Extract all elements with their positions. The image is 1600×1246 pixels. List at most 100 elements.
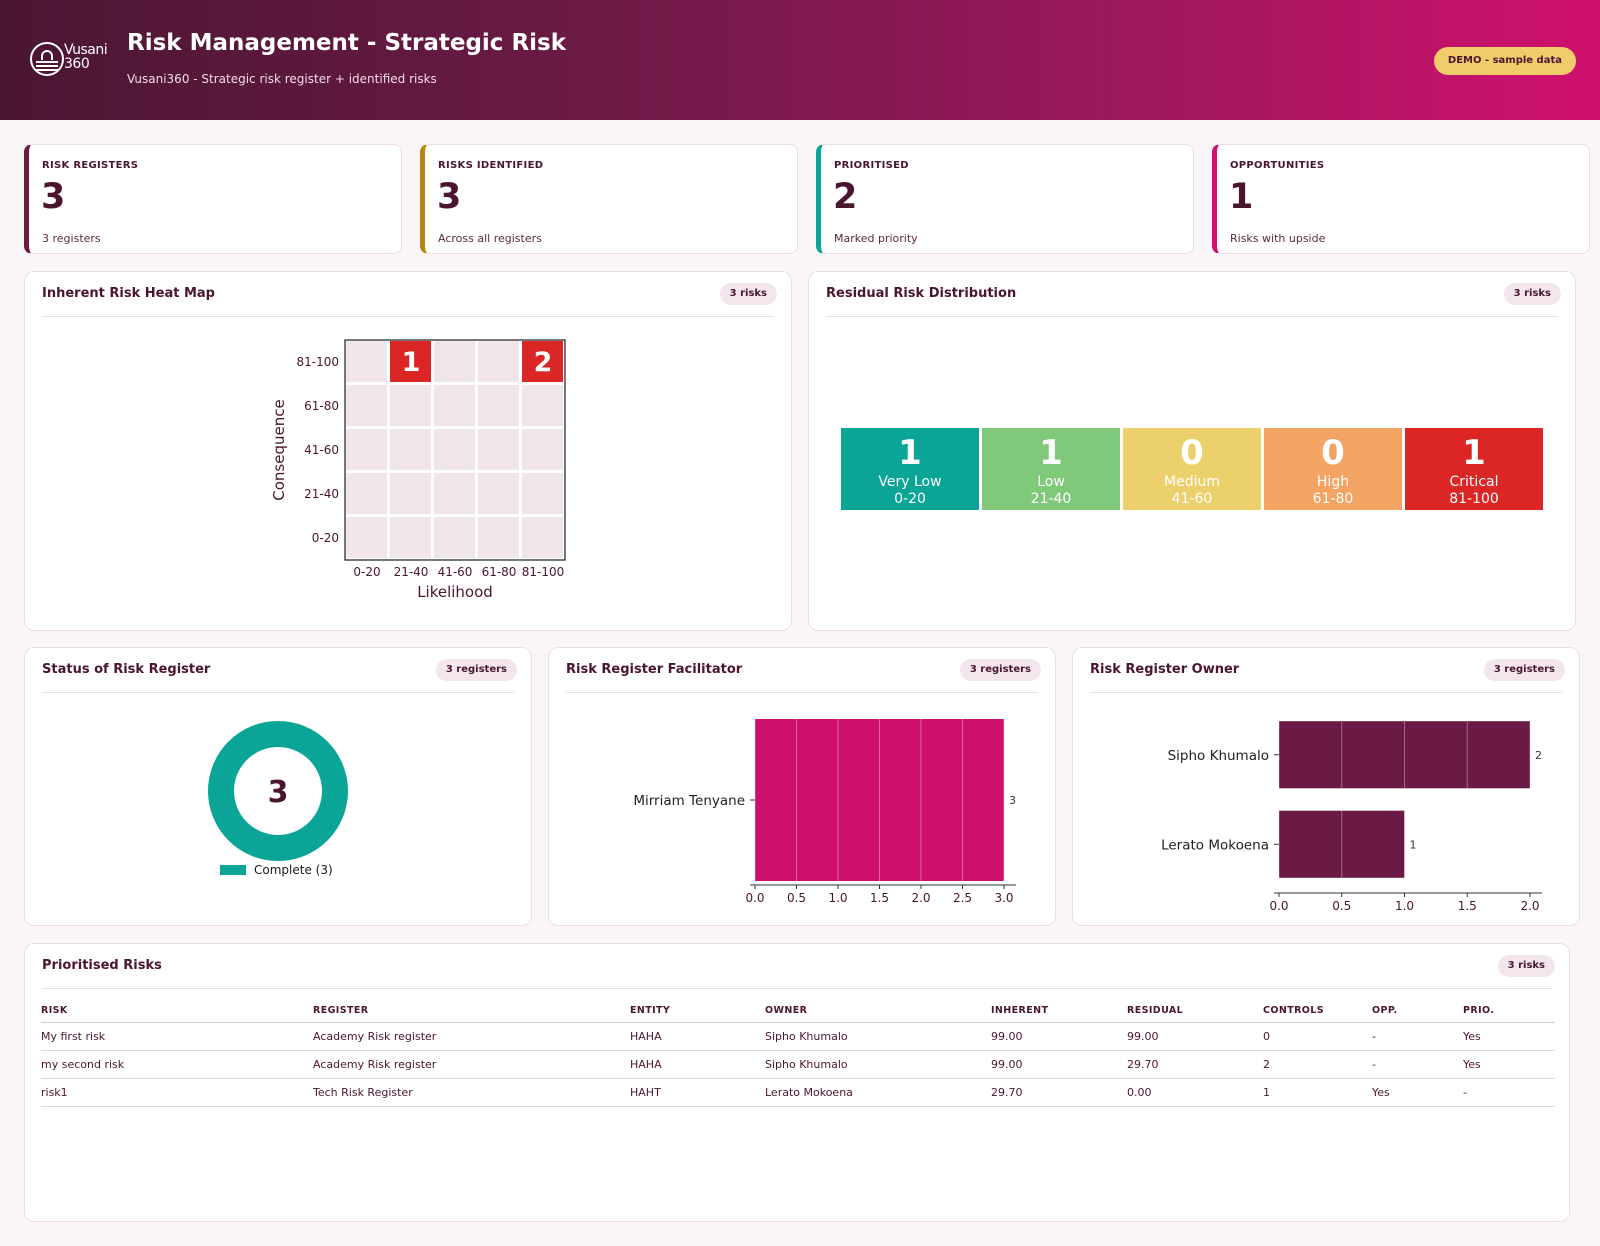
kpi-card-risk-registers: RISK REGISTERS 3 3 registers	[24, 144, 402, 254]
bar-value-label: 2	[1535, 749, 1542, 762]
x-tick-label: 0.0	[1269, 899, 1288, 913]
cell-risk: risk1	[41, 1078, 313, 1107]
heatmap-cell	[478, 473, 519, 514]
bar-value-label: 3	[1009, 794, 1016, 807]
sunrise-logo-icon	[30, 42, 64, 76]
cell-register: Academy Risk register	[313, 1050, 630, 1079]
cell-register: Tech Risk Register	[313, 1078, 630, 1107]
y-tick-label: 0-20	[312, 531, 339, 545]
count-badge: 3 risks	[719, 283, 777, 305]
cell-risk: My first risk	[41, 1022, 313, 1051]
cell-inherent: 99.00	[991, 1050, 1127, 1079]
column-header[interactable]: PRIO.	[1463, 1004, 1555, 1023]
y-category-label: Lerato Mokoena	[1161, 837, 1269, 853]
kpi-card-risks-identified: RISKS IDENTIFIED 3 Across all registers	[420, 144, 798, 254]
heatmap-frame	[344, 339, 566, 561]
column-header[interactable]: INHERENT	[991, 1004, 1127, 1023]
column-header[interactable]: RISK	[41, 1004, 313, 1023]
column-header[interactable]: RESIDUAL	[1127, 1004, 1263, 1023]
divider	[42, 988, 1552, 989]
x-axis-title: Likelihood	[417, 583, 493, 601]
table-row[interactable]: risk1 Tech Risk Register HAHT Lerato Mok…	[41, 1078, 1555, 1107]
y-category-label: Sipho Khumalo	[1168, 748, 1269, 764]
prioritised-risks-panel: Prioritised Risks 3 risks RISK REGISTER …	[24, 943, 1570, 1222]
band-count: 1	[1039, 433, 1063, 473]
bar	[755, 719, 1004, 881]
cell-register: Academy Risk register	[313, 1022, 630, 1051]
x-tick-label: 21-40	[394, 565, 429, 579]
heatmap-cell	[346, 385, 387, 426]
column-header[interactable]: OWNER	[765, 1004, 991, 1023]
kpi-value: 3	[41, 177, 66, 217]
residual-panel: Residual Risk Distribution 3 risks 1 Very…	[808, 271, 1576, 631]
column-header[interactable]: OPP.	[1372, 1004, 1463, 1023]
x-tick-label: 41-60	[438, 565, 473, 579]
page-subtitle: Vusani360 - Strategic risk register + id…	[127, 72, 437, 86]
heatmap-cell	[478, 385, 519, 426]
column-header[interactable]: REGISTER	[313, 1004, 630, 1023]
panel-title: Residual Risk Distribution	[826, 286, 1017, 301]
count-badge: 3 registers	[435, 659, 517, 681]
owner-bar-chart: 2 Sipho Khumalo 1 Lerato Mokoena 0.0 0.5 1.0 1.…	[1161, 710, 1542, 913]
band-label: Medium	[1164, 474, 1220, 490]
kpi-value: 3	[437, 177, 462, 217]
heatmap-cell-count: 1	[402, 347, 421, 378]
heatmap-cell	[522, 385, 563, 426]
divider	[1090, 692, 1562, 693]
band-label: High	[1317, 474, 1349, 490]
cell-inherent: 29.70	[991, 1078, 1127, 1107]
residual-band	[841, 428, 979, 510]
kpi-label: RISK REGISTERS	[42, 160, 139, 171]
cell-opp: Yes	[1372, 1078, 1463, 1107]
y-axis-title: Consequence	[270, 399, 288, 500]
x-tick-label: 2.5	[953, 891, 972, 905]
count-badge: 3 risks	[1503, 283, 1561, 305]
heatmap-hot-cell	[522, 341, 563, 382]
heatmap-cell	[346, 517, 387, 558]
table-row[interactable]: My first risk Academy Risk register HAHA…	[41, 1022, 1555, 1051]
bar	[1279, 721, 1530, 789]
count-badge: 3 registers	[959, 659, 1041, 681]
y-category-label: Mirriam Tenyane	[633, 793, 745, 809]
heatmap-cell	[522, 429, 563, 470]
x-tick-label: 0.5	[787, 891, 806, 905]
kpi-label: OPPORTUNITIES	[1230, 160, 1325, 171]
count-badge: 3 risks	[1497, 955, 1555, 977]
band-range: 0-20	[894, 491, 926, 507]
column-header[interactable]: ENTITY	[630, 1004, 765, 1023]
x-tick-label: 1.0	[1395, 899, 1414, 913]
heatmap-cell	[478, 517, 519, 558]
column-header[interactable]: CONTROLS	[1263, 1004, 1372, 1023]
table-row[interactable]: my second risk Academy Risk register HAH…	[41, 1050, 1555, 1079]
band-count: 1	[1462, 433, 1486, 473]
x-tick-label: 61-80	[482, 565, 517, 579]
cell-entity: HAHA	[630, 1022, 765, 1051]
heatmap-cell	[390, 473, 431, 514]
heatmap-cell	[390, 517, 431, 558]
kpi-label: PRIORITISED	[834, 160, 909, 171]
cell-prio: Yes	[1463, 1050, 1555, 1079]
prioritised-risks-table: RISK REGISTER ENTITY OWNER INHERENT RESI…	[41, 1004, 1555, 1107]
facilitator-bar-chart: 3 Mirriam Tenyane 0.0 0.5 1.0 1.5 2.0 2.5 3.0	[633, 719, 1016, 905]
panel-title: Risk Register Facilitator	[566, 662, 743, 677]
page-title: Risk Management - Strategic Risk	[127, 30, 567, 56]
x-tick-label: 1.0	[828, 891, 847, 905]
divider	[42, 692, 514, 693]
x-tick-label: 3.0	[994, 891, 1013, 905]
cell-prio: -	[1463, 1078, 1555, 1107]
status-panel: Status of Risk Register 3 registers 3 Com…	[24, 647, 532, 926]
heatmap-cell	[346, 473, 387, 514]
band-range: 81-100	[1449, 491, 1499, 507]
demo-badge: DEMO - sample data	[1433, 47, 1576, 75]
cell-prio: Yes	[1463, 1022, 1555, 1051]
x-tick-label: 2.0	[911, 891, 930, 905]
cell-opp: -	[1372, 1022, 1463, 1051]
band-label: Low	[1037, 474, 1065, 490]
facilitator-panel: Risk Register Facilitator 3 registers 3 M…	[548, 647, 1056, 926]
table-header-row: RISK REGISTER ENTITY OWNER INHERENT RESI…	[41, 1004, 1555, 1023]
heatmap-cell	[522, 473, 563, 514]
heatmap-cell	[390, 429, 431, 470]
heatmap-cell	[434, 429, 475, 470]
heatmap-cell	[390, 385, 431, 426]
band-label: Critical	[1450, 474, 1499, 490]
